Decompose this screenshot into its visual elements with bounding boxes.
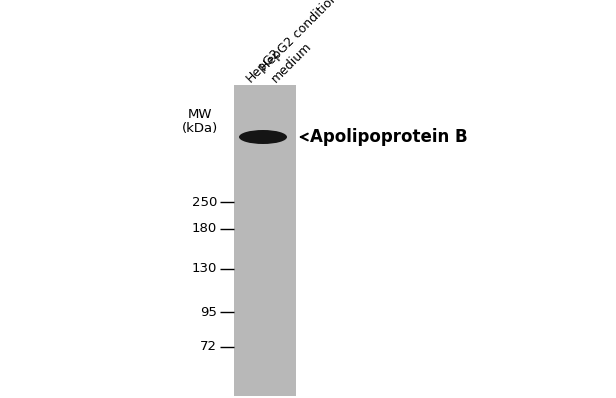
- Text: 250: 250: [192, 195, 217, 209]
- Text: 180: 180: [192, 222, 217, 236]
- Bar: [234, 85, 296, 396]
- Text: 72: 72: [200, 341, 217, 353]
- Text: 130: 130: [192, 263, 217, 275]
- Text: Apolipoprotein B: Apolipoprotein B: [310, 128, 468, 146]
- Ellipse shape: [239, 130, 287, 144]
- Text: MW
(kDa): MW (kDa): [182, 108, 218, 135]
- Text: 95: 95: [200, 306, 217, 318]
- Text: HepG2: HepG2: [244, 46, 283, 85]
- Text: HepG2 conditioned
medium: HepG2 conditioned medium: [258, 0, 363, 85]
